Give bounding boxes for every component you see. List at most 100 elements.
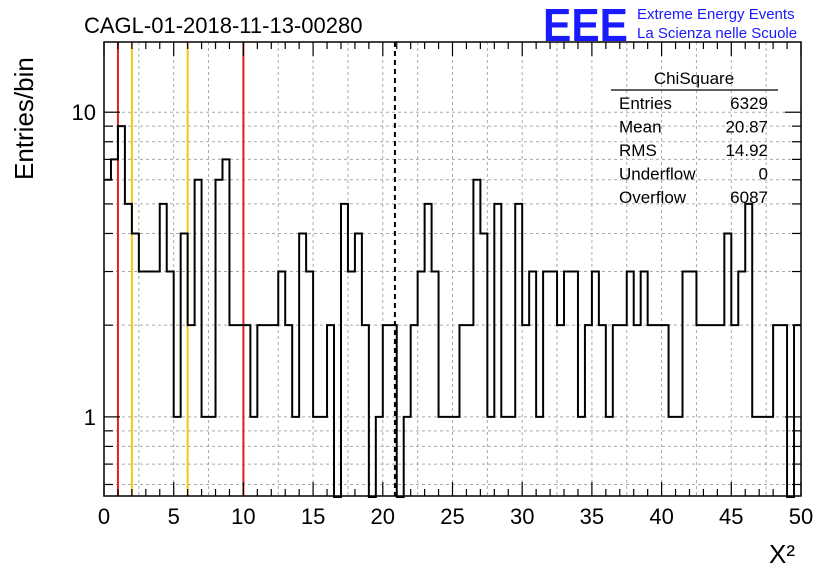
histogram-bin (306, 272, 313, 496)
chart-title: CAGL-01-2018-11-13-00280 (84, 13, 362, 38)
x-tick-label: 5 (168, 504, 180, 529)
histogram-bin (731, 325, 738, 496)
y-tick-labels: 1 10 (72, 100, 96, 430)
histogram-bin (271, 325, 278, 496)
histogram-outline (104, 125, 801, 498)
histogram-bin (425, 204, 432, 496)
stats-label: Underflow (619, 165, 696, 184)
histogram-bin (278, 272, 285, 496)
logo-line-1: Extreme Energy Events (637, 6, 795, 23)
histogram-bin (641, 272, 648, 496)
axis-ticks (103, 42, 802, 496)
stats-value: 0 (759, 165, 768, 184)
histogram-bin (160, 204, 167, 496)
reference-lines (116, 42, 396, 496)
histogram-bin (285, 325, 292, 496)
histogram-bin (466, 325, 473, 496)
histogram-bin (543, 272, 550, 496)
histogram-bin (153, 272, 160, 496)
x-tick-label: 0 (98, 504, 110, 529)
stats-value: 6087 (730, 188, 768, 207)
histogram-bin (745, 204, 752, 496)
x-tick-labels: 0 5 10 15 20 25 30 35 40 45 50 (98, 504, 813, 529)
histogram-bin (627, 272, 634, 496)
x-tick-label: 10 (231, 504, 255, 529)
histogram-bin (564, 272, 571, 496)
histogram-bin (717, 325, 724, 496)
stats-title: ChiSquare (654, 69, 734, 88)
logo-letters: EEE (543, 0, 628, 51)
histogram-bin (299, 233, 306, 496)
histogram-bin (418, 272, 425, 496)
stats-rows: Entries 6329 Mean 20.87 RMS 14.92 Underflow 0 Ov… (619, 94, 768, 207)
histogram-bin (459, 325, 466, 496)
histogram-bin (195, 180, 202, 496)
histogram-bin (236, 325, 243, 496)
histogram-bin (592, 272, 599, 496)
histogram-bin (696, 325, 703, 496)
x-tick-label: 25 (440, 504, 464, 529)
stats-label: Overflow (619, 188, 687, 207)
histogram-bin (411, 325, 418, 496)
stats-value: 20.87 (725, 118, 768, 137)
histogram-bin (494, 204, 501, 496)
histogram-bin (264, 325, 271, 496)
histogram-bin (188, 325, 195, 496)
histogram-bin (327, 325, 334, 496)
histogram-bin (648, 325, 655, 496)
histogram-bin (181, 233, 188, 496)
histogram-bin (132, 233, 139, 496)
stats-value: 14.92 (725, 141, 768, 160)
histogram-bin (655, 325, 662, 496)
histogram-bin (216, 180, 223, 496)
x-tick-label: 50 (789, 504, 813, 529)
histogram-bin (571, 272, 578, 496)
histogram-bin (348, 272, 355, 496)
eee-logo: EEE Extreme Energy Events La Scienza nel… (543, 0, 797, 51)
histogram-bin (550, 272, 557, 496)
stats-label: Entries (619, 94, 672, 113)
histogram-bin (689, 272, 696, 496)
histogram-bin (229, 325, 236, 496)
histogram-bin (683, 272, 690, 496)
histogram-bin (738, 272, 745, 496)
histogram-bin (341, 204, 348, 496)
histogram-bin (557, 325, 564, 496)
x-tick-label: 35 (580, 504, 604, 529)
histogram-bin (599, 325, 606, 496)
histogram-bin (432, 272, 439, 496)
histogram-bin (104, 180, 111, 496)
y-axis-title: Entries/bin (9, 57, 39, 180)
histogram-bin (522, 325, 529, 496)
histogram-bin (634, 325, 641, 496)
histogram-bin (111, 159, 118, 496)
histogram-bin (257, 325, 264, 496)
y-tick-label: 1 (84, 405, 96, 430)
histogram-bin (383, 325, 390, 496)
histogram-bin (780, 325, 787, 496)
stats-label: Mean (619, 118, 662, 137)
histogram-bin (362, 325, 369, 496)
x-axis-title: X² (769, 539, 795, 569)
histogram-bin (620, 325, 627, 496)
histogram-bin (585, 325, 592, 496)
histogram-bin (167, 272, 174, 496)
histogram-bin (773, 325, 780, 496)
histogram-bin (529, 272, 536, 496)
histogram-bin (480, 233, 487, 496)
logo-line-2: La Scienza nelle Scuole (637, 25, 797, 42)
stats-value: 6329 (730, 94, 768, 113)
stats-label: RMS (619, 141, 657, 160)
histogram (104, 125, 801, 498)
histogram-bin (710, 325, 717, 496)
y-tick-label: 10 (72, 100, 96, 125)
histogram-bin (724, 233, 731, 496)
histogram-bin (703, 325, 710, 496)
histogram-bin (222, 159, 229, 496)
histogram-bin (355, 233, 362, 496)
histogram-bin (515, 204, 522, 496)
stats-box: ChiSquare Entries 6329 Mean 20.87 RMS 14.92 Un… (611, 69, 778, 207)
histogram-bin (146, 272, 153, 496)
x-tick-label: 30 (510, 504, 534, 529)
x-tick-label: 15 (301, 504, 325, 529)
